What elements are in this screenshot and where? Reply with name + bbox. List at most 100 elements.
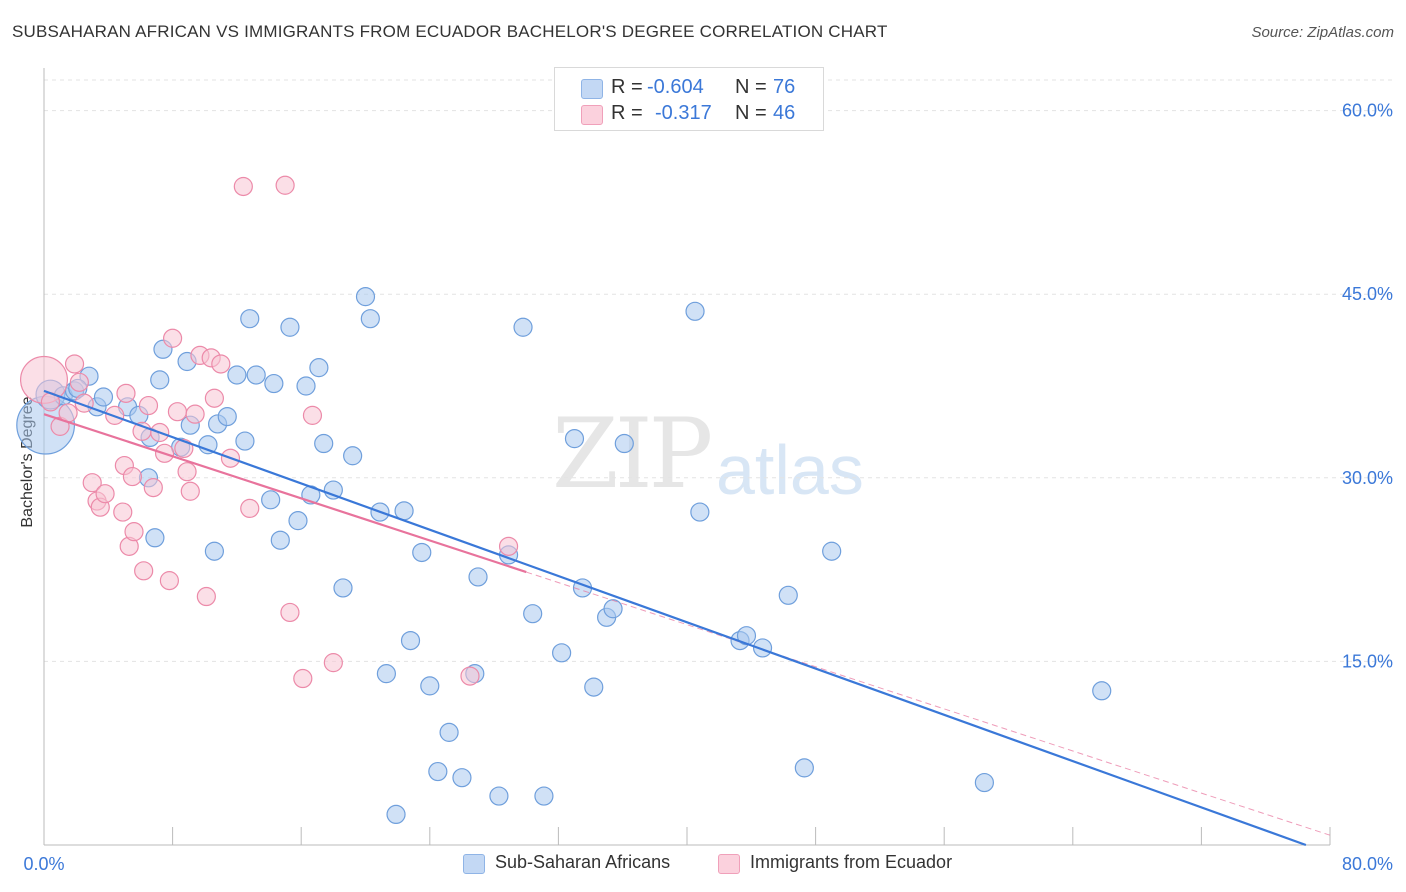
- point-subsaharan: [552, 643, 572, 663]
- trendline-ecuador: [43, 413, 527, 574]
- chart-title: SUBSAHARAN AFRICAN VS IMMIGRANTS FROM EC…: [12, 22, 888, 41]
- point-subsaharan: [150, 370, 170, 390]
- point-subsaharan: [376, 664, 396, 684]
- x-tick-label: 0.0%: [23, 854, 64, 874]
- point-ecuador: [116, 383, 136, 403]
- y-tick-label: 15.0%: [1342, 651, 1393, 671]
- point-subsaharan: [614, 433, 634, 454]
- point-ecuador: [134, 561, 154, 581]
- point-subsaharan: [778, 585, 798, 605]
- point-subsaharan: [296, 376, 316, 396]
- stats-swatch-blue: [581, 79, 603, 99]
- point-subsaharan: [235, 431, 255, 451]
- point-ecuador: [138, 395, 159, 416]
- legend-swatch-blue: [463, 854, 485, 874]
- watermark-atlas: atlas: [716, 431, 864, 509]
- trendline-ecuador-extension: [526, 571, 1331, 836]
- point-ecuador: [240, 498, 260, 518]
- point-subsaharan: [513, 317, 533, 337]
- point-subsaharan: [309, 358, 329, 378]
- point-subsaharan: [420, 676, 440, 696]
- watermark-zip: ZIP: [552, 398, 713, 510]
- legend-swatch-pink: [718, 854, 740, 874]
- point-ecuador: [323, 653, 343, 673]
- point-ecuador: [280, 602, 300, 623]
- point-subsaharan: [685, 301, 705, 321]
- point-subsaharan: [314, 433, 334, 454]
- stats-n-value: 46: [773, 102, 796, 124]
- point-subsaharan: [534, 786, 554, 806]
- legend-label: Sub-Saharan Africans: [495, 852, 671, 872]
- point-subsaharan: [264, 373, 284, 394]
- point-subsaharan: [1092, 681, 1112, 701]
- point-ecuador: [64, 354, 85, 374]
- point-subsaharan: [240, 309, 260, 329]
- point-ecuador: [204, 388, 224, 408]
- stats-r-label: R =: [611, 102, 643, 124]
- point-subsaharan: [145, 528, 165, 548]
- point-ecuador: [460, 666, 480, 686]
- point-ecuador: [211, 354, 231, 374]
- point-subsaharan: [360, 309, 380, 329]
- point-ecuador: [498, 536, 519, 556]
- point-subsaharan: [343, 446, 363, 466]
- stats-box: R = -0.604 N = 76 R = -0.317 N = 46: [554, 67, 824, 131]
- point-subsaharan: [523, 604, 543, 624]
- point-subsaharan: [333, 578, 353, 598]
- point-ecuador: [196, 586, 216, 607]
- point-subsaharan: [690, 502, 710, 522]
- point-subsaharan: [93, 387, 114, 407]
- point-subsaharan: [974, 772, 994, 793]
- point-subsaharan: [400, 630, 421, 651]
- point-subsaharan: [452, 768, 472, 788]
- point-subsaharan: [439, 722, 459, 742]
- point-ecuador: [82, 473, 102, 493]
- point-ecuador: [95, 484, 115, 504]
- point-subsaharan: [204, 541, 224, 561]
- point-subsaharan: [822, 541, 842, 561]
- point-ecuador: [275, 175, 295, 195]
- trendline-subsaharan: [43, 389, 1307, 847]
- point-ecuador: [233, 176, 253, 197]
- point-ecuador: [159, 571, 179, 591]
- point-ecuador: [293, 668, 313, 689]
- point-subsaharan: [288, 511, 308, 531]
- stats-n-value: 76: [773, 76, 796, 98]
- point-subsaharan: [468, 567, 488, 587]
- point-ecuador: [122, 466, 143, 487]
- legend-label: Immigrants from Ecuador: [750, 852, 953, 872]
- point-subsaharan: [246, 365, 266, 385]
- point-ecuador: [143, 477, 163, 498]
- stats-r-label: R =: [611, 76, 643, 98]
- point-subsaharan: [603, 599, 623, 619]
- stats-r-value: -0.317: [655, 102, 712, 124]
- point-subsaharan: [564, 429, 585, 449]
- x-tick-label: 80.0%: [1342, 854, 1393, 874]
- stats-n-label: N =: [735, 102, 767, 124]
- point-ecuador: [69, 372, 89, 392]
- y-tick-label: 45.0%: [1342, 284, 1393, 304]
- point-ecuador: [124, 522, 144, 542]
- point-subsaharan: [489, 786, 509, 806]
- point-subsaharan: [261, 490, 281, 510]
- point-ecuador: [185, 404, 205, 424]
- point-subsaharan: [270, 530, 290, 550]
- point-subsaharan: [386, 804, 406, 825]
- point-subsaharan: [227, 365, 247, 385]
- point-ecuador: [163, 328, 183, 348]
- stats-swatch-pink: [581, 105, 603, 125]
- point-subsaharan: [355, 287, 376, 307]
- point-subsaharan: [412, 542, 432, 563]
- point-subsaharan: [584, 677, 604, 697]
- point-subsaharan: [752, 638, 773, 658]
- source-label: Source: ZipAtlas.com: [1251, 24, 1394, 41]
- point-ecuador: [177, 462, 197, 482]
- stats-n-label: N =: [735, 76, 767, 98]
- stats-r-value: -0.604: [647, 76, 704, 98]
- point-ecuador: [180, 481, 200, 501]
- point-subsaharan: [428, 761, 448, 782]
- y-tick-label: 60.0%: [1342, 101, 1393, 121]
- point-subsaharan: [217, 407, 237, 427]
- point-ecuador: [113, 502, 133, 522]
